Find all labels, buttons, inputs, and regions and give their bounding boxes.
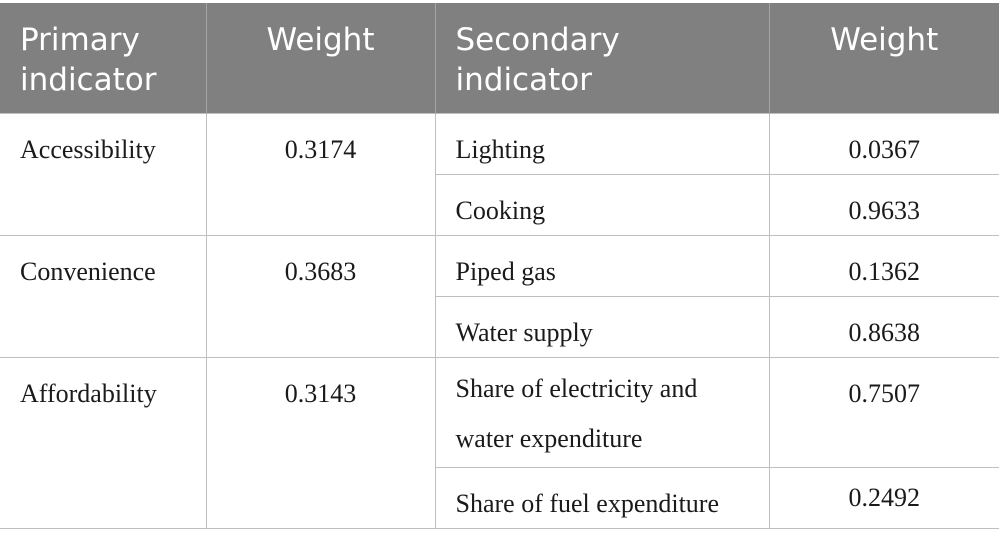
primary-indicator-cell: Affordability <box>0 357 207 529</box>
table-row: Accessibility 0.3174 Lighting 0.0367 <box>0 113 999 236</box>
primary-weight-cell: 0.3174 <box>205 113 436 236</box>
header-secondary-weight: Weight <box>768 3 999 114</box>
secondary-indicator-cell: Lighting <box>434 113 770 175</box>
header-secondary-indicator: Secondary indicator <box>434 3 770 114</box>
table-row: Cooking 0.9633 <box>0 174 999 236</box>
table-row: Share of fuel expenditure 0.2492 <box>0 467 999 529</box>
table-row: Affordability 0.3143 Share of electricit… <box>0 357 999 529</box>
primary-weight-cell: 0.3143 <box>205 357 436 529</box>
header-primary-indicator: Primary indicator <box>0 3 207 114</box>
secondary-indicator-cell: Cooking <box>434 174 770 236</box>
secondary-indicator-cell: Piped gas <box>434 235 770 297</box>
secondary-weight-cell: 0.8638 <box>768 296 999 358</box>
table-row: Water supply 0.8638 <box>0 296 999 358</box>
table-row: Convenience 0.3683 Piped gas 0.1362 <box>0 235 999 358</box>
primary-indicator-cell: Accessibility <box>0 113 207 236</box>
header-row: Primary indicator Weight Secondary indic… <box>0 3 999 114</box>
secondary-weight-cell: 0.9633 <box>768 174 999 236</box>
header-primary-weight: Weight <box>205 3 436 114</box>
secondary-weight-cell: 0.2492 <box>768 467 999 529</box>
secondary-indicator-cell: Share of fuel expenditure <box>434 467 770 529</box>
primary-indicator-cell: Convenience <box>0 235 207 358</box>
indicator-weights-table: Primary indicator Weight Secondary indic… <box>0 3 999 529</box>
secondary-weight-cell: 0.0367 <box>768 113 999 175</box>
secondary-weight-cell: 0.1362 <box>768 235 999 297</box>
secondary-indicator-cell: Water supply <box>434 296 770 358</box>
primary-weight-cell: 0.3683 <box>205 235 436 358</box>
secondary-weight-cell: 0.7507 <box>768 357 999 468</box>
secondary-indicator-cell: Share of electricity and water expenditu… <box>434 357 770 468</box>
